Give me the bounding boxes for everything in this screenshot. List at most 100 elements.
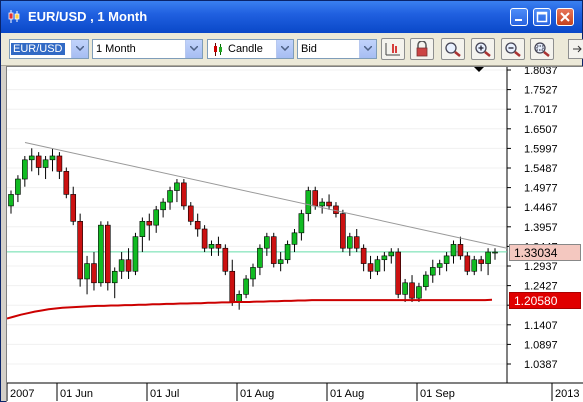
candle-body	[360, 247, 367, 264]
candle-body	[118, 259, 125, 272]
candle-body	[229, 270, 236, 303]
ma-price-label: 1.20580	[509, 291, 581, 309]
candle-body	[464, 255, 471, 272]
price-side-select[interactable]: Bid	[297, 39, 377, 59]
candle-body	[367, 263, 374, 272]
chevron-down-icon[interactable]	[185, 40, 202, 58]
y-tick-label: 1.2937	[524, 261, 558, 273]
chart-type-select[interactable]: Candle	[207, 39, 294, 59]
candle-body	[291, 232, 298, 245]
candle-body	[346, 236, 353, 249]
ma-price-value: 1.20580	[514, 293, 558, 308]
x-tick-label: 2013	[555, 388, 579, 400]
y-tick-label: 1.0387	[524, 359, 558, 371]
candle-body	[326, 201, 332, 207]
candle-body	[174, 182, 180, 191]
candle-body	[194, 221, 201, 230]
candle-body	[146, 221, 153, 226]
y-tick-label: 1.8037	[524, 67, 558, 77]
candle-body	[443, 255, 450, 264]
candle-body	[312, 190, 319, 207]
candle-body	[236, 294, 242, 303]
y-tick-label: 1.6507	[524, 124, 558, 136]
cursor-tool-button[interactable]	[381, 38, 405, 60]
chevron-down-icon[interactable]	[276, 40, 293, 58]
close-button[interactable]	[556, 8, 574, 26]
title-bar[interactable]: EUR/USD , 1 Month	[1, 1, 582, 33]
moving-average-line	[7, 298, 493, 320]
period-value: 1 Month	[96, 43, 136, 55]
candle-body	[395, 251, 402, 295]
zoom-fit-button[interactable]	[441, 38, 465, 60]
candle-body	[298, 213, 305, 234]
candle-body	[429, 267, 436, 276]
candle-body	[42, 159, 49, 168]
candle-body	[264, 236, 270, 249]
zoom-out-icon	[505, 42, 521, 57]
candle-body	[132, 236, 139, 272]
period-select[interactable]: 1 Month	[92, 39, 203, 59]
arrow-right-icon	[573, 45, 582, 53]
x-tick-label: 01 Aug	[240, 388, 274, 400]
close-icon	[560, 12, 570, 22]
candle-body	[28, 155, 35, 161]
minimize-button[interactable]	[510, 8, 528, 26]
y-tick-label: 1.5997	[524, 143, 558, 155]
candle-body	[250, 267, 256, 280]
more-tools-button[interactable]	[568, 39, 583, 59]
zoom-out-button[interactable]	[501, 38, 525, 60]
zoom-in-button[interactable]	[471, 38, 495, 60]
zoom-area-icon	[534, 42, 550, 57]
symbol-select[interactable]: EUR/USD	[9, 39, 89, 59]
candle-body	[416, 286, 422, 299]
lock-button[interactable]	[410, 38, 434, 60]
chart-type-value: Candle	[228, 43, 263, 55]
candle-body	[471, 259, 478, 272]
chevron-down-icon[interactable]	[71, 40, 88, 58]
candle-body	[201, 228, 208, 249]
current-price-label: 1.33034	[509, 243, 581, 261]
magnifier-icon	[445, 42, 461, 57]
price-side-value: Bid	[301, 43, 317, 55]
candle-body	[160, 201, 166, 211]
trend-line[interactable]	[24, 142, 508, 249]
candle-body	[105, 224, 111, 284]
chart-area[interactable]: 1.8037 1.7527 1.7017 1.6507 1.5997 1.5487 1.49…	[6, 66, 583, 402]
candle-body	[35, 155, 42, 168]
candle-body	[8, 194, 14, 207]
candle-body	[353, 236, 360, 249]
candle-body	[305, 190, 312, 214]
chevron-down-icon[interactable]	[359, 40, 376, 58]
y-tick-label: 1.4467	[524, 202, 558, 214]
candle-body	[167, 190, 173, 203]
candle-body	[139, 221, 146, 237]
candle-body	[22, 159, 28, 180]
candle-body	[340, 213, 346, 249]
candle-body	[111, 270, 118, 284]
symbol-value: EUR/USD	[11, 43, 65, 55]
candle-type-icon	[214, 43, 222, 56]
zoom-area-button[interactable]	[530, 38, 554, 60]
candle-body	[457, 244, 464, 257]
maximize-button[interactable]	[533, 8, 551, 26]
candle-body	[388, 251, 395, 257]
minimize-icon	[515, 19, 522, 21]
y-tick-label: 1.2427	[524, 281, 558, 293]
candle-body	[187, 205, 194, 222]
y-tick-label: 1.7527	[524, 85, 558, 97]
chart-toolbar: EUR/USD 1 Month Candle Bid	[1, 33, 583, 66]
candle-chart-icon	[8, 10, 20, 23]
y-tick-label: 1.4977	[524, 183, 558, 195]
candle-body	[485, 251, 491, 264]
candle-body	[409, 282, 415, 299]
candle-body	[181, 182, 187, 207]
candle-body	[243, 278, 249, 295]
candle-body	[436, 263, 443, 268]
candle-body	[49, 155, 56, 161]
candle-body	[478, 259, 484, 264]
candlestick-chart[interactable]: 1.8037 1.7527 1.7017 1.6507 1.5997 1.5487 1.49…	[7, 67, 583, 402]
candle-body	[15, 178, 21, 195]
candle-body	[98, 224, 104, 284]
x-tick-label: 01 Aug	[330, 388, 364, 400]
